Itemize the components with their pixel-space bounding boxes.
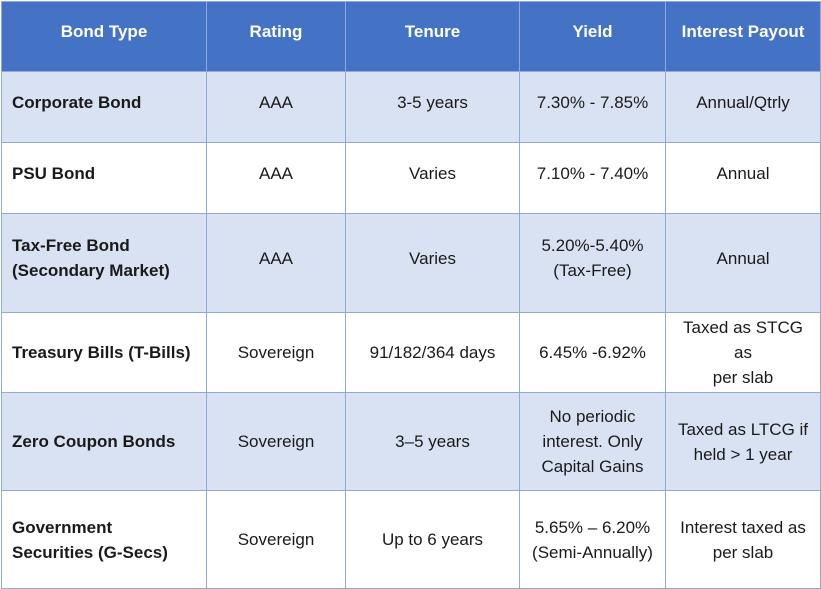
header-tenure: Tenure	[345, 1, 520, 72]
rating-cell: AAA	[206, 142, 346, 214]
payout-cell: Annual/Qtrly	[665, 71, 821, 143]
yield-cell: 5.65% – 6.20% (Semi-Annually)	[519, 490, 666, 589]
bond-type-text: Government	[12, 517, 113, 537]
tenure-cell: 3–5 years	[345, 392, 520, 491]
table-row: Tax-Free Bond (Secondary Market) AAA Var…	[1, 213, 821, 313]
bond-type-cell: Corporate Bond	[1, 71, 207, 143]
bond-type-text: (Secondary Market)	[12, 261, 170, 280]
table-row: Treasury Bills (T-Bills) Sovereign 91/18…	[1, 312, 821, 393]
bond-type-cell: Tax-Free Bond (Secondary Market)	[1, 213, 207, 313]
payout-text: per slab	[712, 542, 774, 562]
header-rating: Rating	[206, 1, 346, 72]
bond-type-text: Corporate Bond	[12, 92, 142, 112]
payout-text: Annual	[716, 163, 770, 183]
payout-text: Taxed as STCG as	[683, 318, 803, 362]
header-yield: Yield	[519, 1, 666, 72]
table-row: Corporate Bond AAA 3-5 years 7.30% - 7.8…	[1, 71, 821, 143]
payout-text: Annual/Qtrly	[696, 92, 790, 112]
yield-cell: 7.30% - 7.85%	[519, 71, 666, 143]
header-row: Bond Type Rating Tenure Yield Interest P…	[1, 1, 821, 72]
payout-cell: Interest taxed as per slab	[665, 490, 821, 589]
yield-text: (Semi-Annually)	[532, 542, 653, 562]
payout-text: per slab	[712, 368, 774, 387]
payout-text: held > 1 year	[693, 444, 793, 464]
bond-type-cell: Zero Coupon Bonds	[1, 392, 207, 491]
tenure-cell: 91/182/364 days	[345, 312, 520, 393]
yield-cell: No periodic interest. Only Capital Gains	[519, 392, 666, 491]
table-row: Government Securities (G-Secs) Sovereign…	[1, 490, 821, 589]
table-row: PSU Bond AAA Varies 7.10% - 7.40% Annual	[1, 142, 821, 214]
yield-text: 5.65% – 6.20%	[534, 517, 651, 537]
tenure-cell: Up to 6 years	[345, 490, 520, 589]
yield-text: interest. Only	[542, 432, 643, 451]
bond-type-text: Tax-Free Bond	[12, 236, 130, 255]
payout-cell: Annual	[665, 213, 821, 313]
yield-text: Capital Gains	[541, 457, 644, 476]
bond-type-cell: PSU Bond	[1, 142, 207, 214]
payout-cell: Taxed as LTCG if held > 1 year	[665, 392, 821, 491]
yield-cell: 7.10% - 7.40%	[519, 142, 666, 214]
bond-type-text: PSU Bond	[12, 163, 96, 183]
yield-text: 7.30% - 7.85%	[536, 92, 649, 112]
yield-text: (Tax-Free)	[553, 261, 632, 280]
yield-cell: 5.20%-5.40% (Tax-Free)	[519, 213, 666, 313]
header-interest-payout: Interest Payout	[665, 1, 821, 72]
payout-text: Interest taxed as	[680, 517, 806, 537]
yield-text: 7.10% - 7.40%	[536, 163, 649, 183]
yield-cell: 6.45% -6.92%	[519, 312, 666, 393]
rating-cell: AAA	[206, 213, 346, 313]
rating-cell: Sovereign	[206, 392, 346, 491]
bond-type-cell: Treasury Bills (T-Bills)	[1, 312, 207, 393]
tenure-cell: 3-5 years	[345, 71, 520, 143]
yield-text: No periodic	[549, 407, 636, 426]
payout-text: Annual	[716, 248, 770, 268]
payout-cell: Taxed as STCG as per slab	[665, 312, 821, 393]
tenure-cell: Varies	[345, 213, 520, 313]
payout-text: Taxed as LTCG if	[677, 419, 809, 439]
header-bond-type: Bond Type	[1, 1, 207, 72]
bond-type-text: Securities (G-Secs)	[12, 542, 168, 562]
bond-type-text: Treasury Bills (T-Bills)	[12, 343, 191, 362]
rating-cell: AAA	[206, 71, 346, 143]
payout-cell: Annual	[665, 142, 821, 214]
bond-type-cell: Government Securities (G-Secs)	[1, 490, 207, 589]
table-row: Zero Coupon Bonds Sovereign 3–5 years No…	[1, 392, 821, 491]
rating-cell: Sovereign	[206, 312, 346, 393]
bond-type-text: Zero Coupon Bonds	[12, 432, 176, 451]
tenure-cell: Varies	[345, 142, 520, 214]
yield-text: 6.45% -6.92%	[539, 343, 646, 362]
rating-cell: Sovereign	[206, 490, 346, 589]
yield-text: 5.20%-5.40%	[541, 236, 644, 255]
